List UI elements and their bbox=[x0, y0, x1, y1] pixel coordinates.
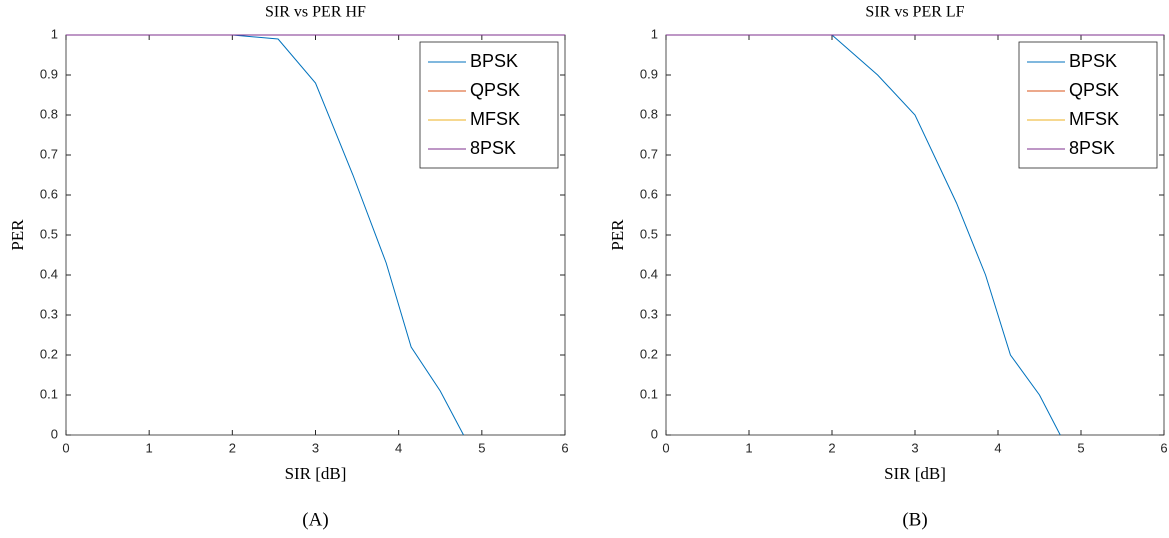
y-tick-label: 0 bbox=[651, 426, 658, 441]
legend-label: MFSK bbox=[1069, 109, 1119, 129]
x-tick-label: 5 bbox=[1077, 440, 1084, 455]
chart-title: SIR vs PER LF bbox=[865, 4, 964, 21]
x-tick-label: 3 bbox=[312, 440, 319, 455]
y-tick-label: 0.5 bbox=[40, 226, 58, 241]
legend-label: BPSK bbox=[1069, 51, 1117, 71]
y-tick-label: 1 bbox=[51, 26, 58, 41]
caption: (B) bbox=[902, 509, 927, 530]
y-tick-label: 0.6 bbox=[40, 186, 58, 201]
legend-label: 8PSK bbox=[1069, 138, 1115, 158]
y-tick-label: 0.1 bbox=[640, 386, 658, 401]
legend-box bbox=[1018, 41, 1158, 169]
x-tick-label: 0 bbox=[662, 440, 669, 455]
x-tick-label: 1 bbox=[146, 440, 153, 455]
x-tick-label: 4 bbox=[994, 440, 1001, 455]
y-tick-label: 0.8 bbox=[640, 106, 658, 121]
x-tick-label: 3 bbox=[911, 440, 918, 455]
y-tick-label: 0.3 bbox=[640, 306, 658, 321]
chart-title: SIR vs PER HF bbox=[265, 4, 366, 21]
y-tick-label: 0.4 bbox=[40, 266, 58, 281]
x-tick-label: 6 bbox=[561, 440, 568, 455]
legend-label: BPSK bbox=[470, 51, 518, 71]
y-tick-label: 0.9 bbox=[640, 66, 658, 81]
legend-box bbox=[419, 41, 559, 169]
y-tick-label: 0.9 bbox=[40, 66, 58, 81]
x-tick-label: 2 bbox=[229, 440, 236, 455]
y-tick-label: 0.7 bbox=[640, 146, 658, 161]
y-tick-label: 0.8 bbox=[40, 106, 58, 121]
legend-label: QPSK bbox=[1069, 80, 1119, 100]
caption: (A) bbox=[302, 509, 328, 530]
legend-label: MFSK bbox=[470, 109, 520, 129]
x-tick-label: 4 bbox=[395, 440, 402, 455]
y-tick-label: 0.2 bbox=[40, 346, 58, 361]
x-axis-label: SIR [dB] bbox=[884, 464, 946, 483]
y-axis-label: PER bbox=[608, 219, 627, 251]
legend-label: 8PSK bbox=[470, 138, 516, 158]
x-tick-label: 2 bbox=[828, 440, 835, 455]
legend-label: QPSK bbox=[470, 80, 520, 100]
x-tick-label: 0 bbox=[62, 440, 69, 455]
y-tick-label: 0.7 bbox=[40, 146, 58, 161]
y-tick-label: 0.2 bbox=[640, 346, 658, 361]
x-tick-label: 5 bbox=[478, 440, 485, 455]
y-tick-label: 0.4 bbox=[640, 266, 658, 281]
y-axis-label: PER bbox=[8, 219, 27, 251]
y-tick-label: 1 bbox=[651, 26, 658, 41]
y-tick-label: 0.3 bbox=[40, 306, 58, 321]
y-tick-label: 0 bbox=[51, 426, 58, 441]
x-tick-label: 6 bbox=[1160, 440, 1167, 455]
x-tick-label: 1 bbox=[745, 440, 752, 455]
y-tick-label: 0.6 bbox=[640, 186, 658, 201]
y-tick-label: 0.1 bbox=[40, 386, 58, 401]
x-axis-label: SIR [dB] bbox=[285, 464, 347, 483]
y-tick-label: 0.5 bbox=[640, 226, 658, 241]
